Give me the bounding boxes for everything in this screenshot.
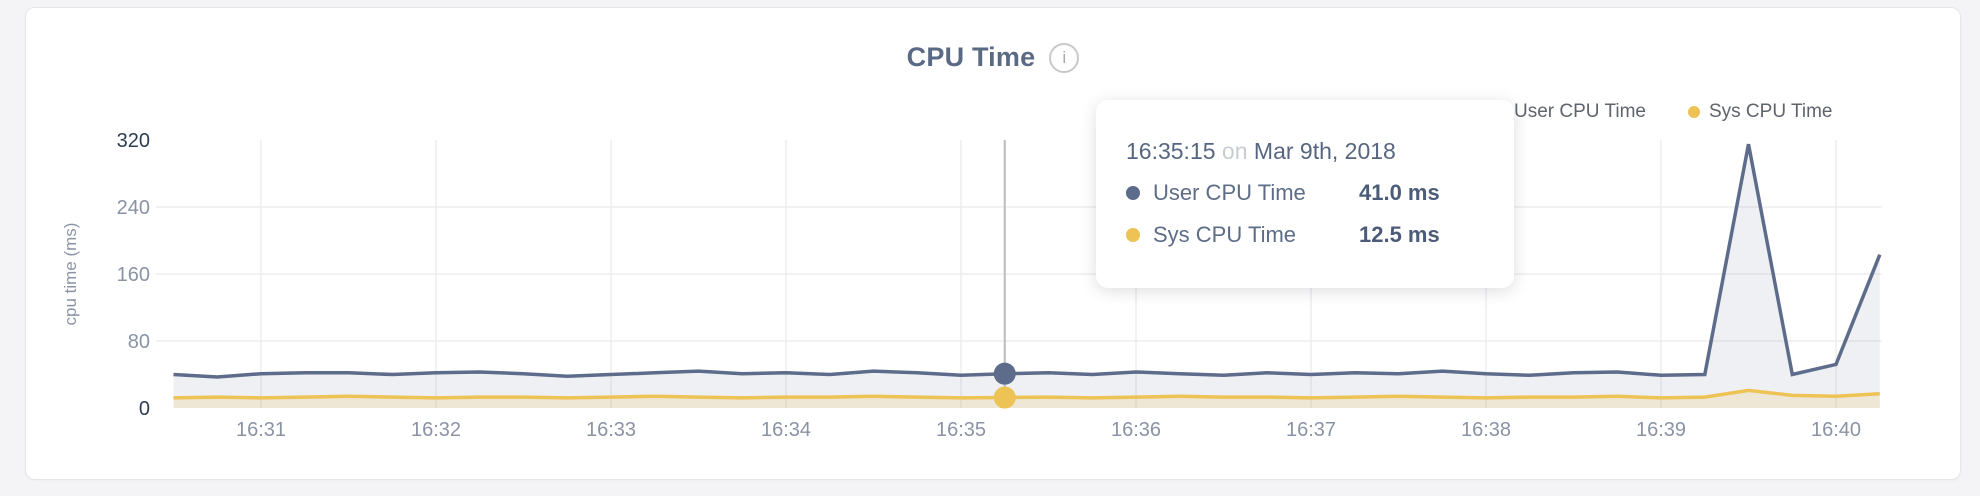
chart-tooltip: 16:35:15 on Mar 9th, 2018 User CPU Time … bbox=[1096, 100, 1514, 288]
cpu-time-chart-card: 0 80 160 240 320 cpu time (ms) 16:31 16:32 16:33… bbox=[25, 7, 1961, 480]
tooltip-value-sys: 12.5 ms bbox=[1359, 222, 1440, 247]
series-line-sys-cpu-time bbox=[173, 388, 1880, 400]
y-tick-label: 320 bbox=[117, 130, 150, 152]
info-icon[interactable]: i bbox=[1049, 42, 1080, 73]
chart-title: CPU Time bbox=[906, 42, 1036, 72]
tooltip-header: 16:35:15 on Mar 9th, 2018 bbox=[1126, 136, 1484, 166]
x-tick-label: 16:38 bbox=[1461, 419, 1511, 441]
series-area-user-cpu-time bbox=[173, 144, 1880, 408]
tooltip-value-user: 41.0 ms bbox=[1359, 180, 1440, 205]
tooltip-row-sys: Sys CPU Time 12.5 ms bbox=[1126, 220, 1484, 250]
hover-marker-1 bbox=[993, 386, 1016, 409]
chart-header: CPU Time i bbox=[26, 42, 1960, 73]
legend-item-sys-cpu-time[interactable]: Sys CPU Time bbox=[1687, 101, 1833, 123]
x-tick-label: 16:40 bbox=[1811, 419, 1861, 441]
x-tick-label: 16:36 bbox=[1111, 419, 1161, 441]
tooltip-date: Mar 9th, 2018 bbox=[1253, 138, 1396, 164]
x-tick-label: 16:39 bbox=[1636, 419, 1686, 441]
legend-item-user-cpu-time[interactable]: User CPU Time bbox=[1493, 101, 1646, 123]
x-tick-label: 16:31 bbox=[236, 419, 286, 441]
tooltip-row-user: User CPU Time 41.0 ms bbox=[1126, 178, 1484, 208]
x-tick-label: 16:34 bbox=[761, 419, 811, 441]
y-tick-label: 160 bbox=[117, 264, 150, 286]
x-tick-label: 16:32 bbox=[411, 419, 461, 441]
info-icon-glyph: i bbox=[1062, 48, 1067, 67]
x-tick-label: 16:37 bbox=[1286, 419, 1336, 441]
legend-label-sys-cpu-time: Sys CPU Time bbox=[1708, 101, 1833, 122]
chart-svg[interactable]: 0 80 160 240 320 cpu time (ms) 16:31 16:32 16:33… bbox=[26, 8, 1960, 479]
tooltip-label-sys: Sys CPU Time bbox=[1153, 222, 1297, 247]
tooltip-dot-user bbox=[1126, 186, 1140, 200]
tooltip-dot-sys bbox=[1126, 228, 1140, 242]
x-tick-label: 16:35 bbox=[936, 419, 986, 441]
y-axis-title: cpu time (ms) bbox=[61, 223, 80, 326]
tooltip-label-user: User CPU Time bbox=[1153, 180, 1306, 205]
series-line-user-cpu-time bbox=[173, 143, 1882, 379]
tooltip-connector: on bbox=[1221, 138, 1248, 164]
legend: User CPU Time Sys CPU Time bbox=[1493, 101, 1833, 123]
y-tick-label: 0 bbox=[139, 398, 150, 420]
y-tick-label: 80 bbox=[128, 331, 150, 353]
x-tick-label: 16:33 bbox=[586, 419, 636, 441]
legend-dot-sys-cpu-time bbox=[1687, 106, 1700, 118]
y-tick-label: 240 bbox=[117, 197, 150, 219]
series-area-sys-cpu-time bbox=[173, 390, 1880, 408]
legend-label-user-cpu-time: User CPU Time bbox=[1514, 101, 1646, 122]
tooltip-time: 16:35:15 bbox=[1126, 138, 1216, 164]
hover-marker-0 bbox=[993, 362, 1016, 385]
